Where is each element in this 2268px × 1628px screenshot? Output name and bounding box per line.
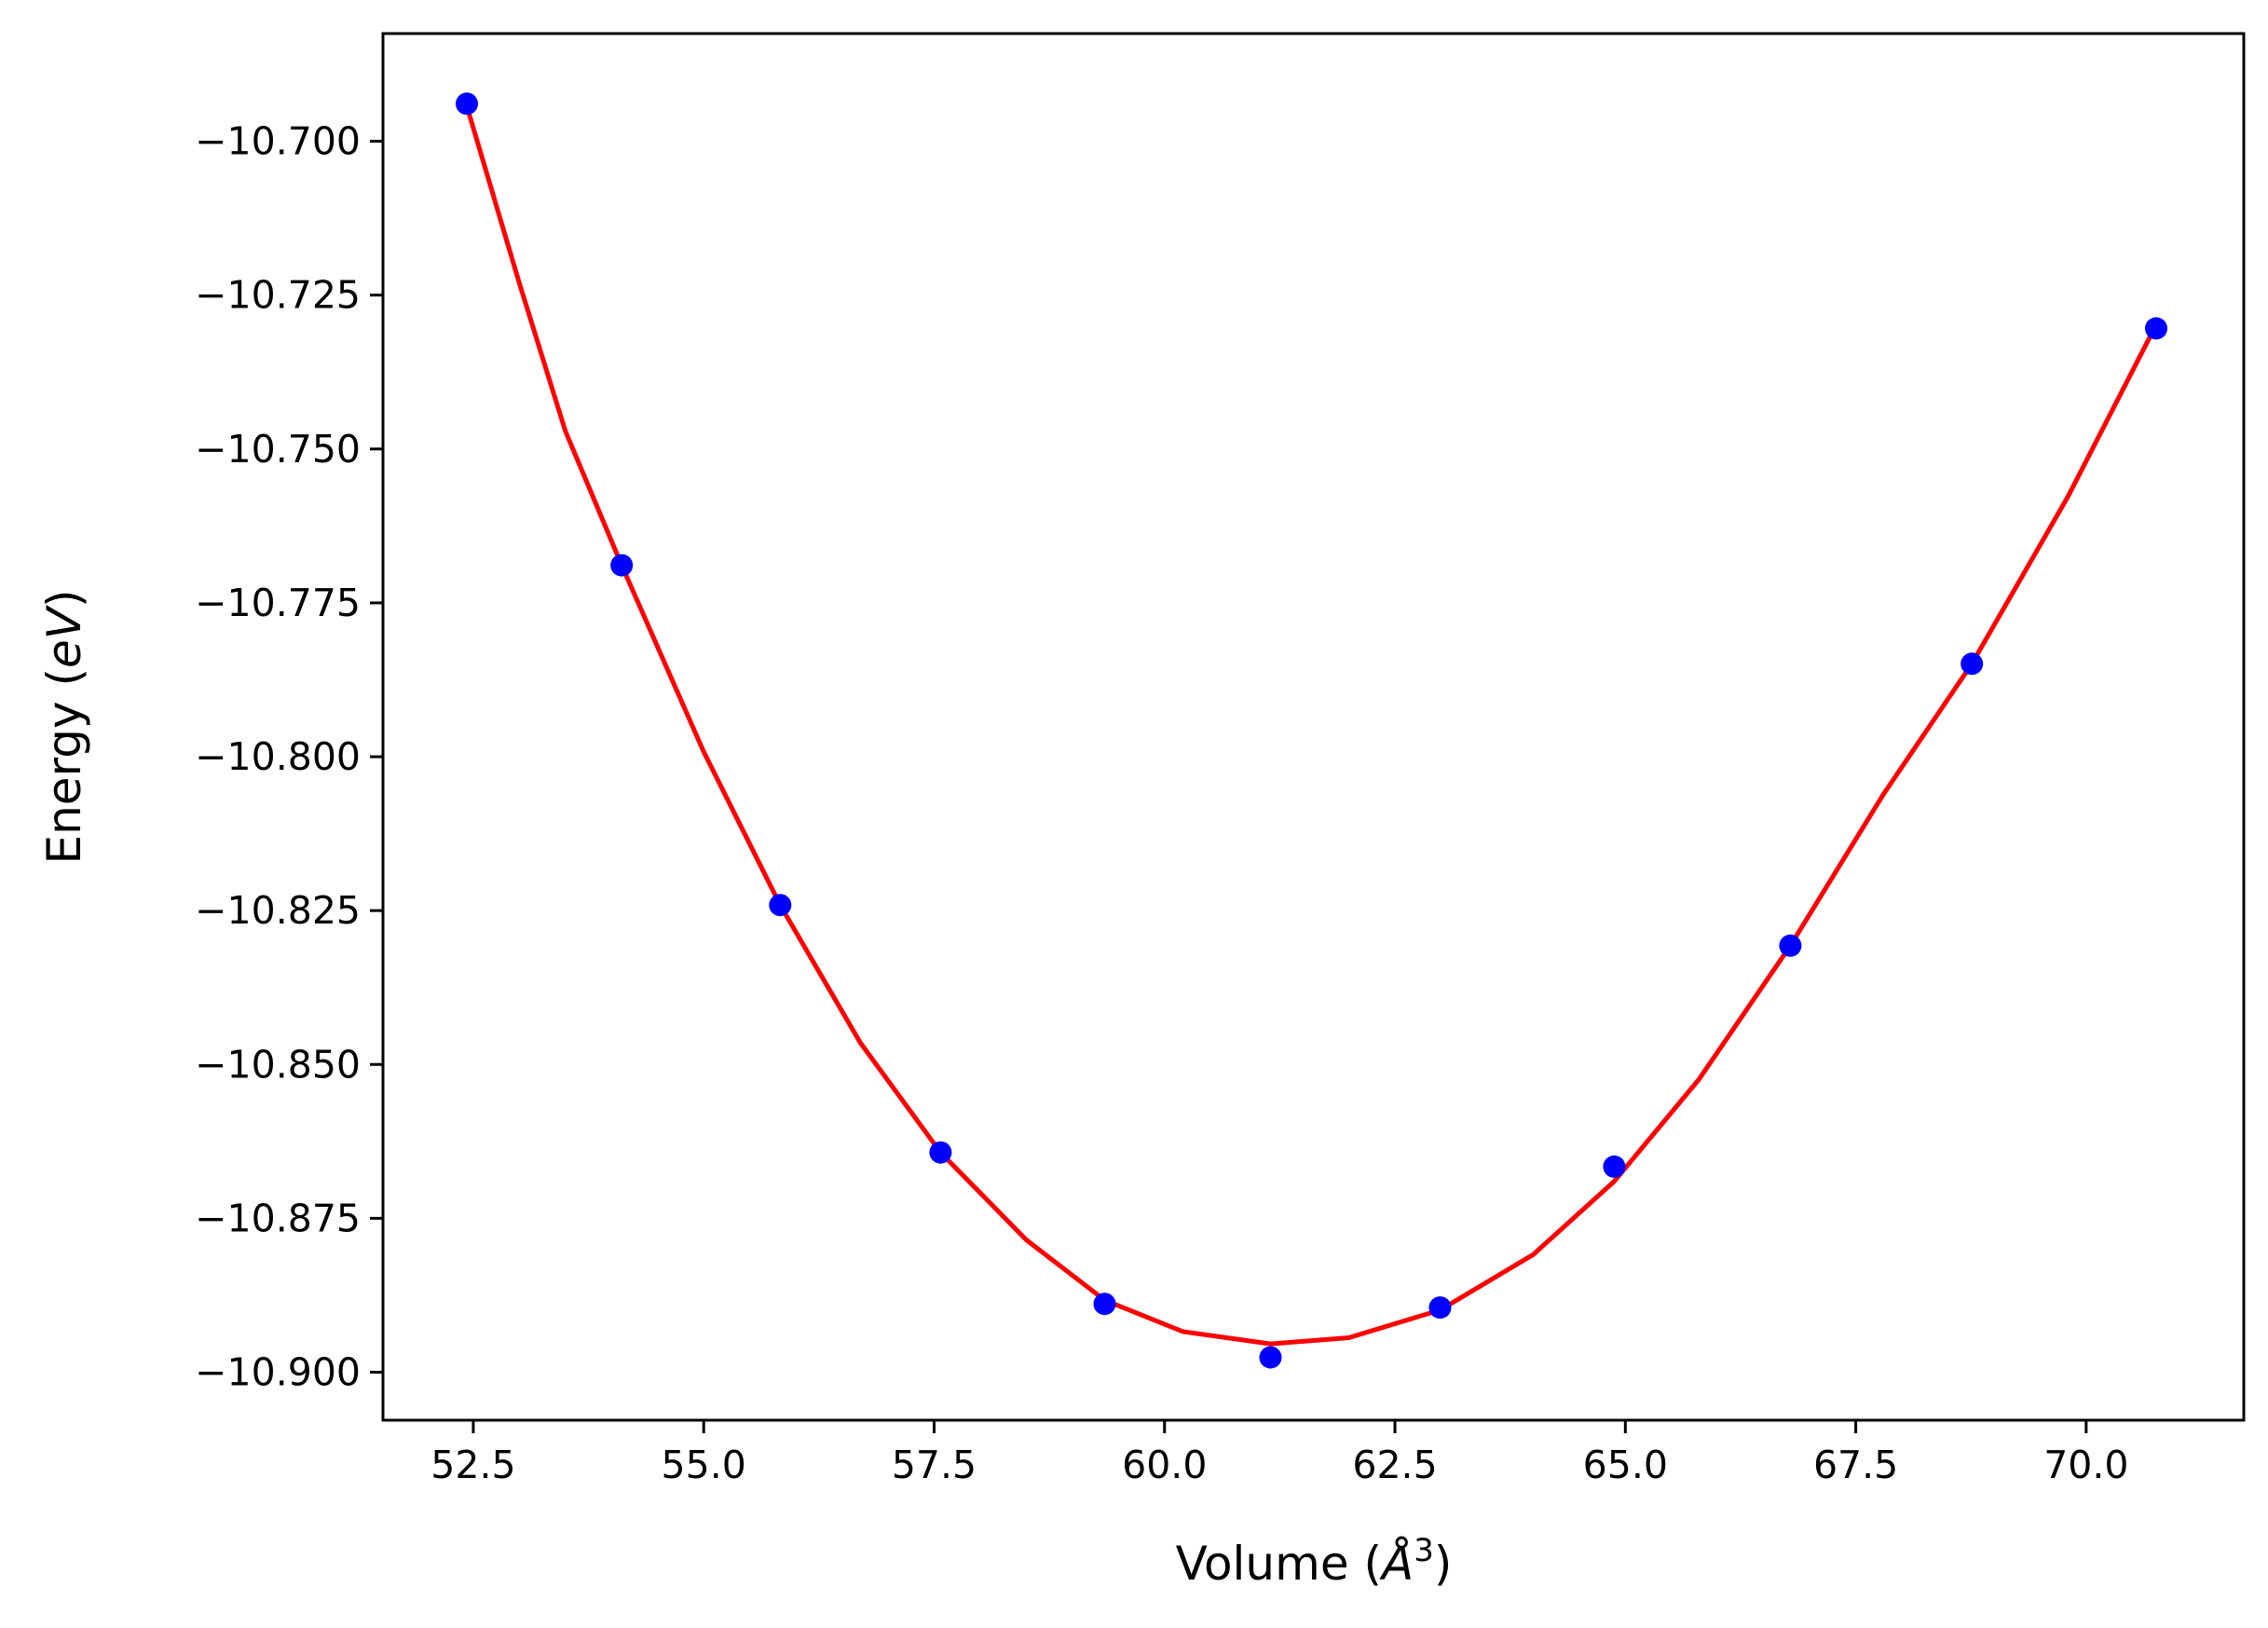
y-tick-label: −10.750 [195, 427, 361, 472]
x-tick-label: 52.5 [430, 1443, 515, 1487]
data-point [1779, 934, 1802, 957]
x-tick-label: 67.5 [1813, 1443, 1898, 1487]
y-tick-label: −10.775 [195, 581, 361, 625]
x-tick-label: 70.0 [2043, 1443, 2128, 1487]
x-tick-label: 60.0 [1122, 1443, 1207, 1487]
y-axis-label: Energy (eV) [37, 590, 91, 865]
y-tick-label: −10.725 [195, 273, 361, 318]
x-axis-label-superscript: 3 [1414, 1532, 1434, 1569]
y-tick-label: −10.900 [195, 1349, 361, 1394]
data-point [2145, 317, 2167, 340]
y-tick-label: −10.825 [195, 888, 361, 933]
y-tick-label: −10.800 [195, 734, 361, 779]
x-axis-label-close: ) [1434, 1537, 1453, 1591]
data-point [1093, 1293, 1116, 1316]
data-point [769, 894, 792, 917]
plot-area [456, 92, 2167, 1369]
fit-curve-line [464, 105, 2159, 1347]
axes-frame [381, 32, 2246, 1422]
data-point [1428, 1296, 1452, 1320]
y-axis-ticks: −10.700 −10.725 −10.750 −10.775 −10.800 −10.8… [195, 119, 383, 1394]
x-axis-ticks: 52.5 55.0 57.5 60.0 62.5 65.0 67.5 70.0 [430, 1420, 2129, 1487]
x-tick-label: 65.0 [1583, 1443, 1668, 1487]
x-axis-label-symbol: Å [1379, 1537, 1414, 1591]
x-axis-label-text: Volume ( [1176, 1537, 1382, 1591]
x-tick-label: 57.5 [892, 1443, 977, 1487]
data-point [610, 554, 634, 577]
y-axis-label-unit: eV [37, 604, 91, 668]
y-tick-label: −10.700 [195, 119, 361, 164]
y-axis-label-close: ) [37, 590, 91, 609]
x-tick-label: 55.0 [662, 1443, 746, 1487]
y-tick-label: −10.875 [195, 1196, 361, 1240]
data-point [1259, 1346, 1282, 1369]
x-tick-label: 62.5 [1352, 1443, 1437, 1487]
data-point [456, 92, 478, 116]
data-point [1603, 1155, 1626, 1178]
data-point [929, 1141, 952, 1164]
data-point [1961, 652, 1984, 676]
y-tick-label: −10.850 [195, 1042, 361, 1087]
x-axis-label: Volume (Å3) [1176, 1532, 1453, 1591]
y-axis-label-text: Energy ( [37, 668, 91, 864]
